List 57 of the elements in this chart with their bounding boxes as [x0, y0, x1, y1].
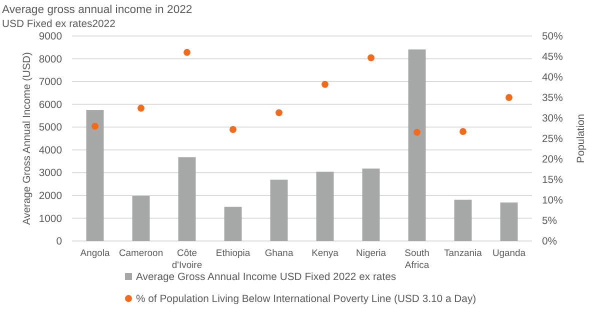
bar [454, 200, 472, 241]
y-tick-label: 4000 [38, 145, 62, 156]
point [414, 128, 420, 136]
y-tick-label: 9000 [38, 32, 62, 43]
point [322, 80, 328, 88]
x-tick-label: Uganda [492, 248, 526, 260]
point [368, 54, 374, 62]
chart-title: Average gross annual income in 2022 [2, 4, 192, 16]
x-tick-label: Côte d'Ivoire [172, 248, 202, 272]
bar [500, 202, 518, 241]
y2-tick-label: 25% [542, 134, 563, 146]
chart-subtitle: USD Fixed ex rates2022 [2, 19, 116, 30]
y-tick-label: 2000 [38, 190, 62, 202]
legend-label: Average Gross Annual Income USD Fixed 2022 ex rates [136, 272, 396, 283]
y2-tick-label: 5% [542, 216, 558, 228]
y2-tick-label: 45% [542, 52, 563, 64]
y2-tick-label: 20% [542, 154, 563, 166]
y-tick-label: 8000 [38, 54, 62, 66]
bar [178, 157, 196, 241]
y2-tick-label: 10% [542, 196, 563, 207]
y-tick-label: 6000 [38, 100, 62, 111]
y2-tick-label: 50% [542, 32, 563, 43]
y2-tick-label: 35% [542, 93, 563, 104]
x-tick-label: Nigeria [356, 248, 387, 260]
y-tick-label: 5000 [38, 122, 62, 134]
point [184, 48, 190, 56]
x-tick-label: Ghana [264, 248, 294, 260]
y2-tick-label: 30% [542, 114, 563, 125]
point [276, 109, 282, 116]
point [460, 128, 466, 135]
x-tick-label: Kenya [312, 248, 340, 260]
x-tick-label: Tanzania [444, 248, 483, 260]
bar [362, 168, 380, 241]
y2-tick-label: 15% [542, 175, 563, 186]
point [92, 122, 98, 130]
bar [316, 172, 334, 241]
bar [132, 196, 150, 241]
bar [408, 49, 426, 241]
point [138, 104, 144, 112]
y-tick-label: 1000 [38, 214, 62, 225]
x-tick-label: Cameroon [118, 248, 164, 260]
y2-tick-label: 40% [542, 72, 563, 84]
y2-tick-label: 0% [542, 236, 558, 248]
x-tick-label: South Africa [404, 248, 430, 272]
point [230, 126, 236, 133]
x-tick-label: Angola [80, 248, 110, 260]
y2-axis-title: Population [576, 114, 587, 164]
y-axis-title: Average Gross Annual Income (USD) [22, 52, 33, 225]
point [506, 94, 512, 101]
bar [270, 180, 288, 241]
y-tick-label: 7000 [38, 77, 62, 88]
bar [86, 110, 104, 241]
x-tick-label: Ethiopia [216, 248, 251, 260]
legend-label: % of Population Living Below International Poverty Line (USD 3.10 a Day) [136, 294, 476, 305]
y-tick-label: 3000 [38, 168, 62, 180]
bar [224, 206, 242, 241]
y-tick-label: 0 [56, 236, 62, 248]
